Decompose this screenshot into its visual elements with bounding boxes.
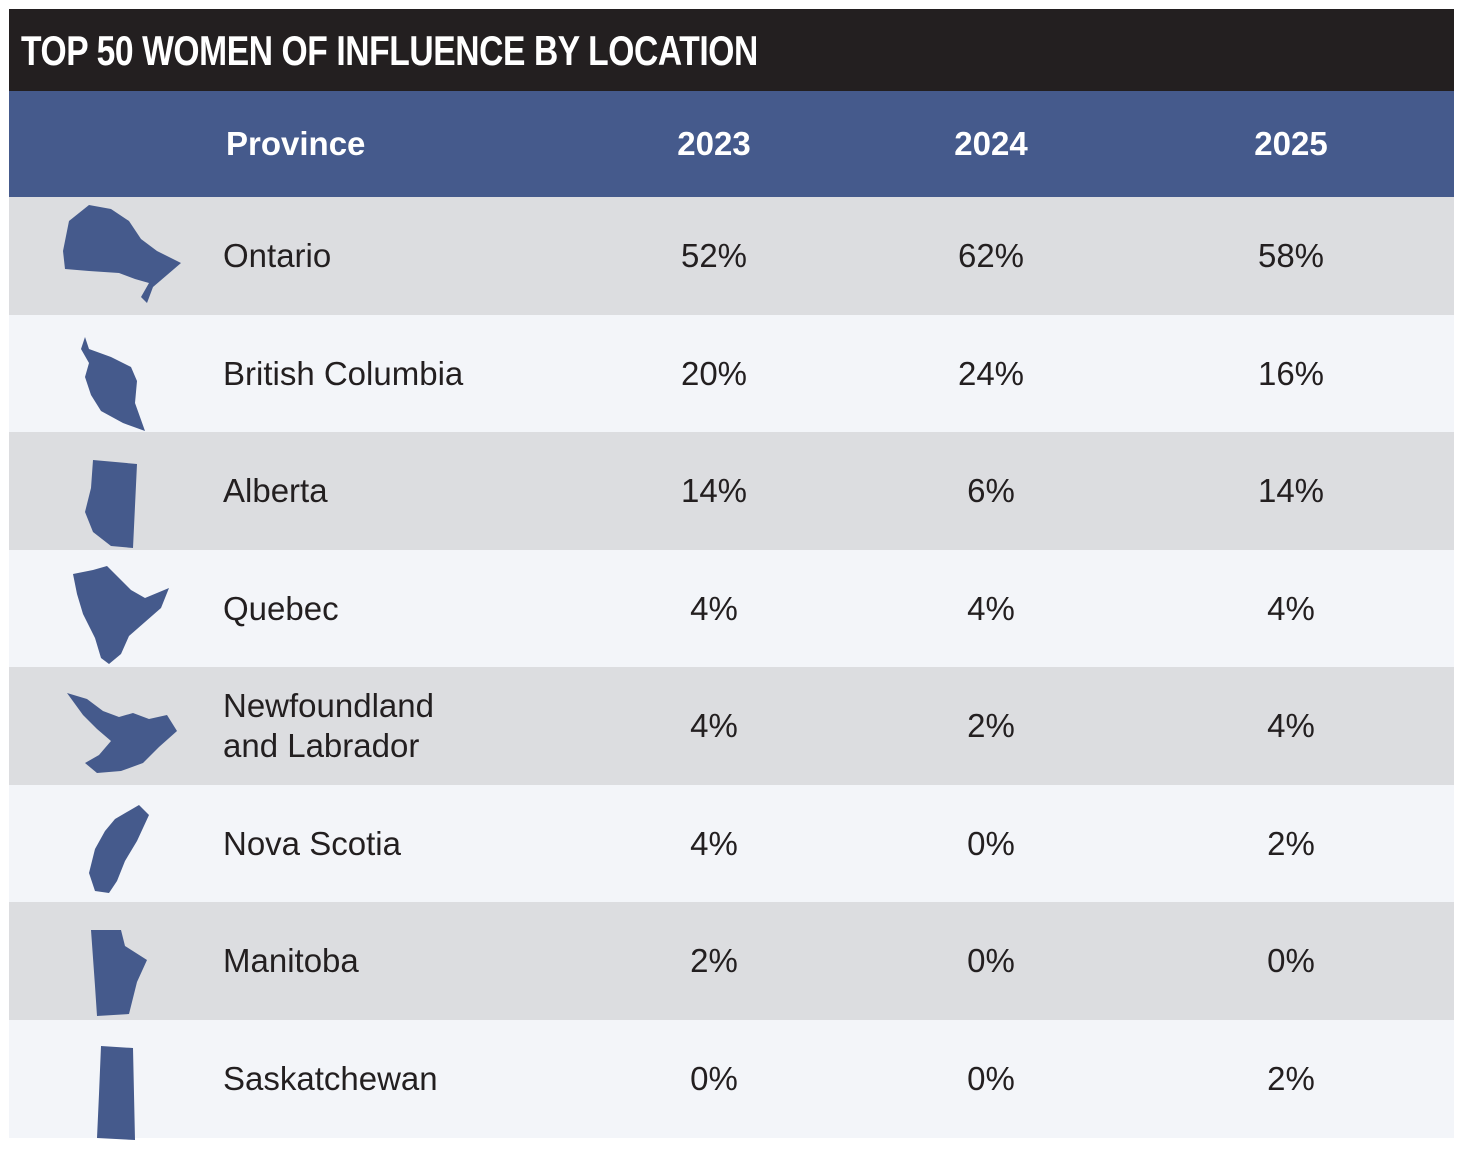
province-icon bbox=[73, 565, 169, 664]
province-icon bbox=[97, 1045, 135, 1140]
province-icon bbox=[67, 693, 177, 773]
province-icon bbox=[81, 336, 145, 431]
value-cell: 4% bbox=[967, 589, 1015, 627]
table-header: Province 2023 2024 2025 bbox=[9, 91, 1454, 197]
value-cell: 2% bbox=[967, 707, 1015, 744]
header-cell: 2024 bbox=[954, 125, 1028, 162]
value-cell: 58% bbox=[1257, 237, 1325, 274]
province-shape bbox=[85, 460, 137, 548]
table-row: Newfoundland and Labrador 4% 2% 4% bbox=[9, 667, 1454, 785]
province-shape bbox=[73, 565, 169, 664]
table-row: Alberta 14% 6% 14% bbox=[9, 432, 1454, 550]
value-cell: 6% bbox=[967, 472, 1015, 509]
value-cell: 4% bbox=[1267, 589, 1315, 627]
value-cell: 62% bbox=[957, 237, 1025, 274]
value-cell: 14% bbox=[680, 472, 748, 509]
province-shape bbox=[63, 205, 181, 303]
province-shape bbox=[91, 930, 147, 1016]
table-row: Quebec 4% 4% 4% bbox=[9, 549, 1454, 668]
province-icon bbox=[63, 205, 181, 303]
value-cell: 4% bbox=[690, 589, 738, 627]
value-cell: 16% bbox=[1257, 354, 1325, 392]
province-name: Ontario bbox=[223, 237, 332, 274]
province-icon bbox=[85, 460, 137, 548]
value-cell: 14% bbox=[1257, 472, 1325, 509]
province-name: Saskatchewan bbox=[223, 1059, 438, 1097]
value-cell: 2% bbox=[1267, 1059, 1315, 1097]
table-row: Manitoba 2% 0% 0% bbox=[9, 902, 1454, 1020]
value-cell: 4% bbox=[690, 707, 738, 744]
province-name: Manitoba bbox=[223, 942, 359, 979]
province-shape bbox=[67, 693, 177, 773]
value-cell: 24% bbox=[957, 354, 1025, 392]
title-bar: TOP 50 WOMEN OF INFLUENCE BY LOCATION bbox=[9, 9, 1454, 91]
province-name: Nova Scotia bbox=[223, 824, 401, 862]
value-cell: 0% bbox=[967, 942, 1015, 979]
value-cell: 2% bbox=[690, 942, 738, 979]
table-row: Saskatchewan 0% 0% 2% bbox=[9, 1019, 1454, 1140]
province-shape bbox=[89, 804, 149, 893]
province-name: British Columbia bbox=[223, 354, 464, 392]
table-row: Nova Scotia 4% 0% 2% bbox=[9, 784, 1454, 903]
value-cell: 52% bbox=[680, 237, 748, 274]
value-cell: 4% bbox=[1267, 707, 1315, 744]
header-cell: Province bbox=[226, 125, 366, 162]
value-cell: 0% bbox=[690, 1059, 738, 1097]
table-row: British Columbia 20% 24% 16% bbox=[9, 314, 1454, 433]
province-shape bbox=[81, 336, 145, 431]
value-cell: 0% bbox=[967, 824, 1015, 862]
value-cell: 2% bbox=[1267, 824, 1315, 862]
province-name: Quebec bbox=[223, 589, 339, 627]
value-cell: 0% bbox=[1267, 942, 1315, 979]
value-cell: 0% bbox=[967, 1059, 1015, 1097]
province-shape bbox=[97, 1045, 135, 1140]
province-icon bbox=[89, 804, 149, 893]
header-cell: 2023 bbox=[677, 125, 751, 162]
province-icon bbox=[91, 930, 147, 1016]
value-cell: 4% bbox=[690, 824, 738, 862]
table-row: Ontario 52% 62% 58% bbox=[9, 197, 1454, 315]
province-name: Newfoundland and Labrador bbox=[223, 687, 434, 764]
value-cell: 20% bbox=[680, 354, 748, 392]
title: TOP 50 WOMEN OF INFLUENCE BY LOCATION bbox=[21, 27, 758, 74]
province-name: Alberta bbox=[223, 472, 328, 509]
header-cell: 2025 bbox=[1254, 125, 1328, 162]
